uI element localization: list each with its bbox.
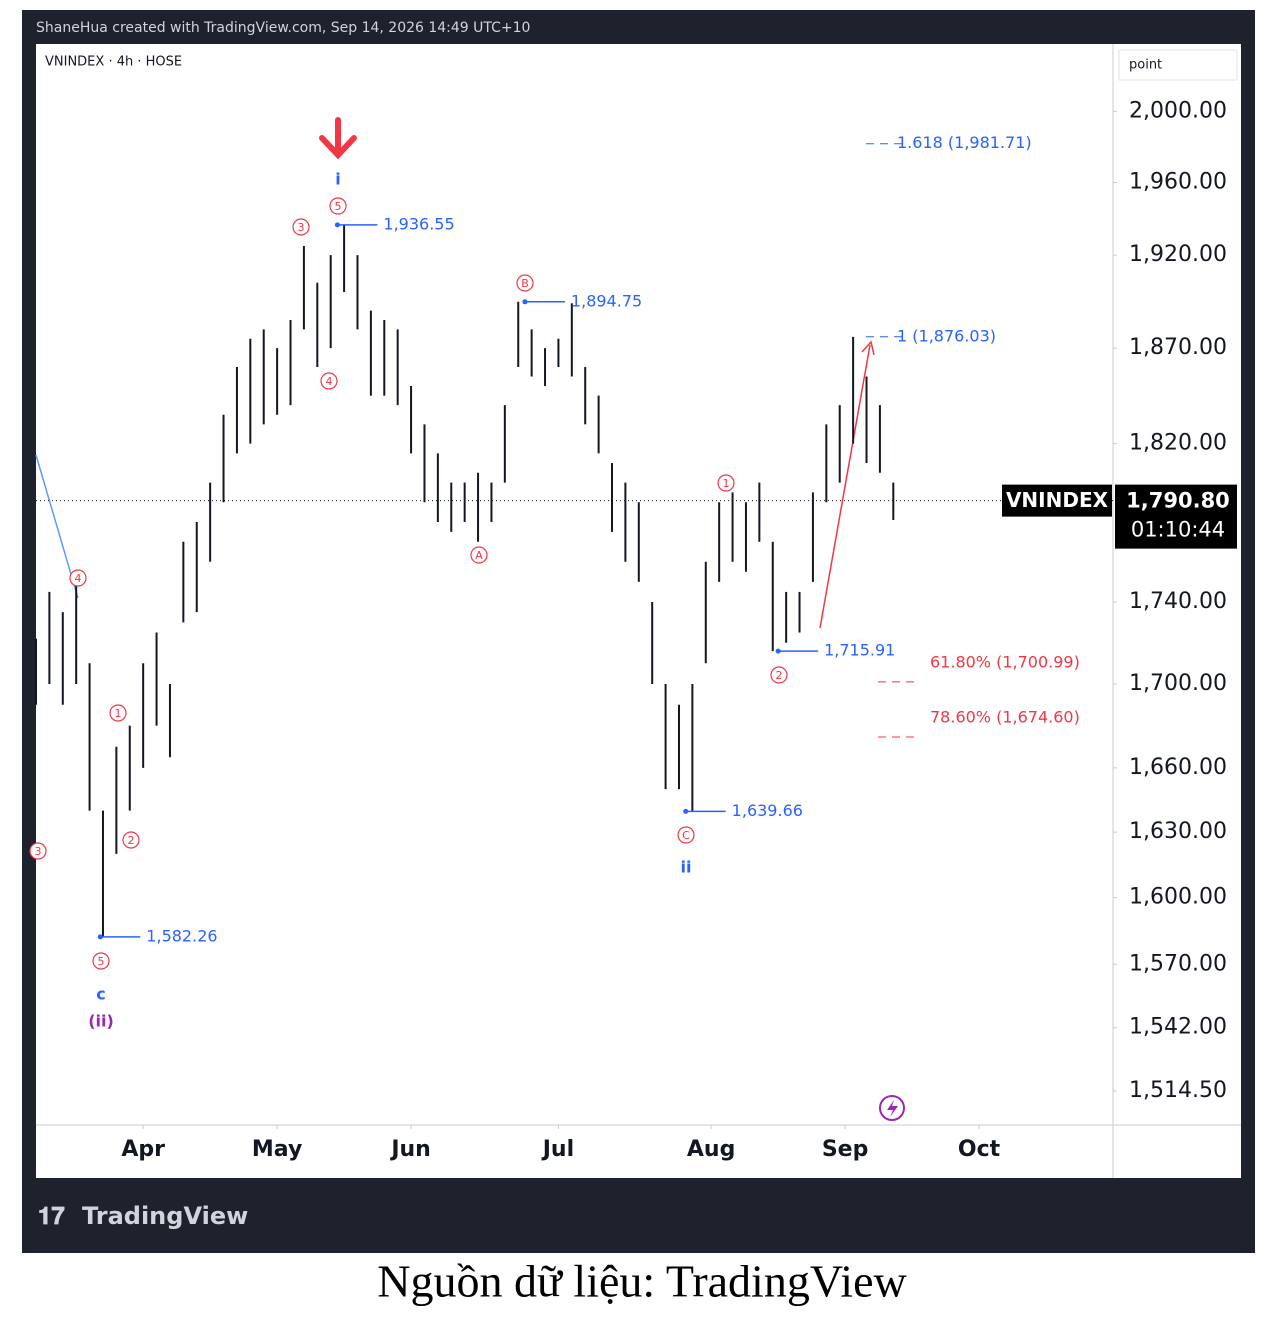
lightning-icon	[879, 1095, 905, 1121]
y-tick-label: 1,820.00	[1129, 431, 1227, 456]
y-tick-label: 1,630.00	[1129, 819, 1227, 844]
wave-circle	[92, 952, 110, 970]
y-tick-label: 1,740.00	[1129, 589, 1227, 614]
fib-label: 61.80% (1,700.99)	[930, 652, 1080, 671]
logo: TradingView	[82, 1202, 248, 1230]
wave-circle	[109, 704, 127, 722]
price-dot	[522, 299, 528, 305]
x-tick-label: May	[252, 1137, 302, 1162]
price-dot	[683, 808, 689, 814]
symbol: VNINDEX · 4h · HOSE	[45, 55, 182, 70]
wave-circle	[470, 546, 488, 564]
wave-label: 3	[35, 845, 42, 858]
symbol-badge	[1002, 484, 1112, 517]
wave-circle	[329, 197, 347, 215]
y-tick-label: 1,700.00	[1129, 671, 1227, 696]
unit-box	[1118, 49, 1238, 81]
y-tick-label: 2,000.00	[1129, 98, 1227, 123]
fib-label: 1.618 (1,981.71)	[897, 133, 1032, 152]
y-tick-label: 1,660.00	[1129, 755, 1227, 780]
down-arrow	[319, 117, 357, 160]
wave-label: 5	[335, 200, 342, 213]
wave-label: 2	[128, 834, 135, 847]
wave-label: i	[335, 170, 340, 189]
y-tick-label: 1,542.00	[1129, 1015, 1227, 1040]
wave-circle	[69, 569, 87, 587]
wave-label: 1	[115, 707, 122, 720]
y-tick-label: 1,570.00	[1129, 951, 1227, 976]
wave-label: (ii)	[88, 1012, 114, 1031]
x-tick-label: Sep	[822, 1137, 869, 1162]
caption: Nguồn dữ liệu: TradingView	[377, 1256, 907, 1307]
wave-label: 2	[776, 669, 783, 682]
wave-label: ii	[681, 858, 692, 877]
x-tick-label: Aug	[687, 1137, 735, 1162]
price-label: 1,639.66	[732, 801, 803, 820]
y-tick-label: 1,920.00	[1129, 242, 1227, 267]
price-dot	[775, 648, 781, 654]
x-tick-label: Apr	[121, 1137, 165, 1162]
x-tick-label: Jun	[389, 1137, 431, 1162]
x-tick-label: Oct	[958, 1137, 1001, 1162]
fib-label: 78.60% (1,674.60)	[930, 708, 1080, 727]
wave-label: B	[521, 277, 529, 290]
wave-label: A	[475, 549, 483, 562]
wave-circle	[770, 666, 788, 684]
last-price-label: 1,790.80	[1126, 489, 1230, 513]
wave-circle	[320, 372, 338, 390]
y-tick-label: 1,960.00	[1129, 170, 1227, 195]
price-label: 1,715.91	[824, 641, 895, 660]
y-tick-label: 1,870.00	[1129, 335, 1227, 360]
price-label: 1,582.26	[146, 926, 217, 945]
wave-circle	[677, 826, 695, 844]
wave-label: c	[96, 985, 105, 1004]
last-price-box	[1115, 484, 1237, 549]
countdown: 01:10:44	[1131, 518, 1225, 542]
arrow-head	[861, 340, 875, 356]
header: ShaneHua created with TradingView.com, S…	[36, 20, 530, 36]
axis-unit: point	[1129, 58, 1162, 73]
wave-circle	[29, 842, 47, 860]
y-tick-label: 1,514.50	[1129, 1078, 1227, 1103]
chart-area	[36, 44, 1241, 1178]
wave-circle	[717, 474, 735, 492]
price-dot	[334, 222, 340, 228]
wave-circle	[516, 274, 534, 292]
lightning-icon	[887, 1100, 898, 1117]
wave-label: 4	[326, 375, 333, 388]
trend-line	[819, 344, 871, 629]
wave-label: 5	[98, 955, 105, 968]
wave-label: 1	[723, 477, 730, 490]
x-tick-label: Jul	[541, 1137, 574, 1162]
wave-circle	[122, 831, 140, 849]
wave-circle	[292, 218, 310, 236]
wave-label: 3	[298, 221, 305, 234]
logo-mark: 𝟏𝟕	[38, 1202, 65, 1230]
price-label: 1,936.55	[383, 214, 454, 233]
fib-label: 1 (1,876.03)	[897, 326, 996, 345]
wave-label: C	[682, 829, 690, 842]
wave-label: 4	[75, 572, 82, 585]
y-tick-label: 1,600.00	[1129, 885, 1227, 910]
price-dot	[97, 934, 103, 940]
symbol-badge-label: VNINDEX	[1006, 488, 1109, 512]
price-label: 1,894.75	[571, 291, 642, 310]
